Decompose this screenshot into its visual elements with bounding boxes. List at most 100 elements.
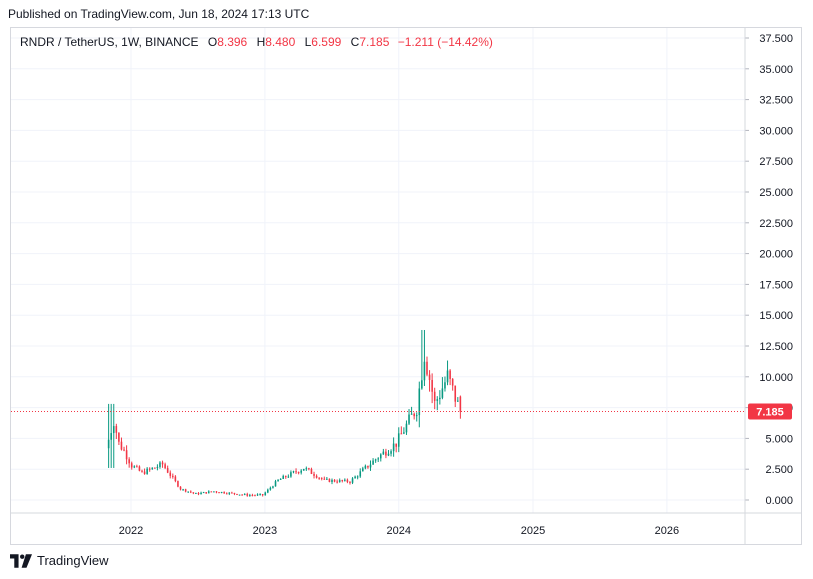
open-label: O — [207, 35, 218, 49]
last-price-tag — [748, 403, 792, 420]
candle-body — [354, 476, 356, 479]
candle-body — [349, 481, 351, 483]
candle-body — [184, 489, 187, 492]
candle-body — [369, 464, 372, 468]
candle-body — [346, 479, 349, 482]
candle-body — [200, 492, 202, 495]
candle-body — [421, 380, 423, 389]
candle-body — [318, 477, 320, 479]
candle-body — [143, 471, 146, 474]
candle-body — [110, 433, 112, 440]
y-tick-label: 25.000 — [759, 187, 793, 199]
candle-body — [385, 451, 387, 456]
high-label: H — [256, 35, 266, 49]
candle-body — [189, 491, 192, 493]
candle-body — [210, 491, 213, 493]
candle-body — [118, 432, 120, 442]
y-tick-label: 30.000 — [759, 125, 793, 137]
last-price-label: 7.185 — [756, 406, 784, 418]
candle-body — [115, 426, 118, 433]
candle-body — [197, 493, 200, 495]
candle-body — [259, 494, 261, 496]
candle-body — [195, 493, 197, 495]
candle-body — [223, 491, 225, 494]
candle-body — [305, 468, 308, 470]
y-tick-label: 0.000 — [765, 495, 793, 507]
candle-body — [246, 493, 249, 496]
low-value: 6.599 — [311, 35, 342, 49]
candle-body — [164, 464, 166, 469]
candle-body — [413, 413, 415, 417]
candle-body — [272, 486, 274, 488]
candle-body — [439, 397, 441, 400]
candle-body — [207, 491, 210, 494]
candle-body — [236, 493, 238, 495]
close-label: C — [350, 35, 360, 49]
candle-body — [328, 478, 331, 483]
candle-body — [287, 476, 290, 478]
candle-body — [382, 451, 385, 455]
candle-body — [410, 413, 413, 415]
candle-body — [251, 495, 254, 497]
y-tick-label: 12.500 — [759, 341, 793, 353]
candle-body — [433, 391, 436, 401]
candle-body — [415, 415, 418, 417]
candle-body — [405, 423, 408, 433]
candle-body — [187, 491, 190, 493]
candle-body — [130, 463, 133, 468]
candle-body — [112, 426, 115, 434]
candle-body — [390, 451, 392, 454]
candle-body — [290, 472, 292, 477]
candle-body — [395, 443, 397, 447]
candle-body — [338, 480, 341, 483]
x-tick-label: 2024 — [387, 525, 411, 537]
x-tick-label: 2025 — [521, 525, 545, 537]
y-tick-label: 22.500 — [759, 218, 793, 230]
change-value: −1.211 (−14.42%) — [397, 35, 493, 49]
candle-body — [172, 475, 174, 477]
y-tick-label: 5.000 — [765, 433, 793, 445]
candle-body — [392, 443, 395, 452]
symbol-label[interactable]: RNDR / TetherUS, 1W, BINANCE — [20, 35, 199, 49]
candle-body — [136, 466, 138, 468]
candle-body — [387, 453, 390, 456]
ohlc-legend: RNDR / TetherUS, 1W, BINANCE O8.396 H8.4… — [20, 35, 493, 49]
footer-brand-label: TradingView — [37, 553, 109, 568]
candle-body — [302, 468, 305, 471]
candle-body — [218, 492, 220, 494]
candle-body — [177, 481, 179, 487]
candle-body — [431, 379, 433, 392]
candle-body — [179, 486, 182, 490]
candle-body — [449, 370, 451, 379]
y-tick-label: 17.500 — [759, 279, 793, 291]
footer-brand[interactable]: TradingView — [10, 553, 109, 568]
candle-body — [120, 441, 123, 450]
candle-body — [284, 475, 287, 478]
candle-body — [243, 493, 246, 495]
candle-body — [310, 468, 313, 474]
y-tick-label: 10.000 — [759, 372, 793, 384]
candle-body — [107, 439, 110, 449]
candle-body — [156, 466, 159, 468]
candle-body — [457, 400, 459, 402]
y-tick-label: 37.500 — [759, 33, 793, 45]
candle-body — [279, 478, 282, 480]
candle-body — [125, 450, 128, 460]
candle-body — [336, 481, 338, 483]
chart-frame — [10, 27, 802, 545]
candle-body — [215, 491, 218, 493]
candle-body — [436, 399, 439, 401]
candle-body — [344, 479, 346, 481]
y-tick-label: 15.000 — [759, 310, 793, 322]
candle-body — [454, 385, 457, 402]
candle-body — [264, 492, 267, 496]
candle-body — [351, 478, 354, 483]
published-caption: Published on TradingView.com, Jun 18, 20… — [8, 7, 310, 21]
high-value: 8.480 — [265, 35, 296, 49]
candle-body — [403, 432, 405, 434]
candle-body — [267, 489, 269, 493]
open-value: 8.396 — [217, 35, 248, 49]
candle-body — [372, 460, 374, 465]
candle-body — [231, 492, 233, 494]
